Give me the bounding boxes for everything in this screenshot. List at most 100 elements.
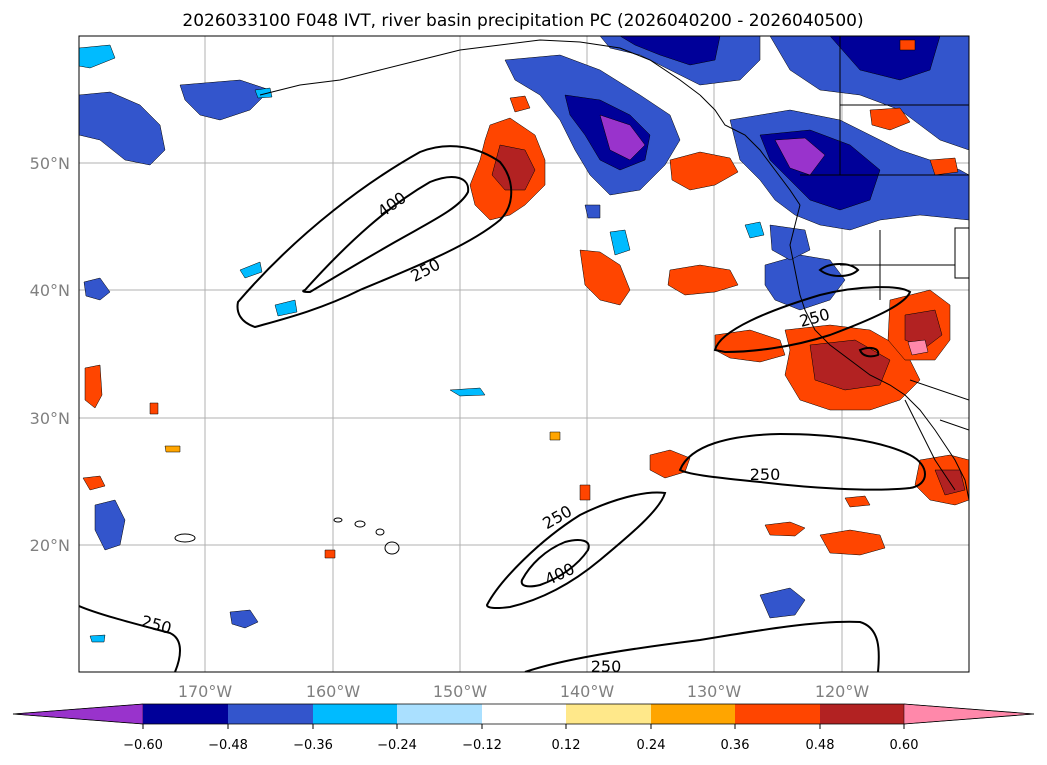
border-box-east [954, 227, 969, 279]
hawaiian-islands [174, 517, 400, 555]
neg-blob-small-3 [584, 204, 601, 219]
pos-blob-small-4 [579, 484, 591, 501]
pos-blob-small-2 [149, 402, 159, 415]
colorbar-tick-label: 0.36 [721, 738, 750, 753]
neg-blob-nw-top [79, 44, 116, 69]
lat-label: 30°N [30, 409, 70, 428]
lat-label: 20°N [30, 536, 70, 555]
ivt-contours [79, 145, 926, 672]
pos-blob-mid-pacific-2 [667, 264, 739, 296]
neg-blob-ca-north [764, 254, 846, 311]
coastline-baja [904, 399, 956, 491]
pos-blob-mexico-off-2 [764, 521, 806, 537]
pos-blob-ca-inland-core [904, 309, 943, 349]
lon-label: 140°W [560, 682, 615, 701]
pos-blob-small-5 [324, 549, 336, 559]
negative-pc-fields [79, 36, 969, 643]
contour-label: 250 [591, 657, 622, 676]
colorbar-bin [566, 704, 651, 724]
neg-blob-small-4 [239, 261, 263, 279]
neg-blob-central [769, 224, 811, 261]
colorbar-bin [820, 704, 904, 724]
lon-label: 150°W [433, 682, 488, 701]
neg-blob-gulf-alaska-peak [599, 114, 646, 161]
contour-250-bottom [524, 620, 880, 672]
pos-blob-small-6 [899, 39, 916, 51]
contour-small-ca-2 [858, 346, 880, 358]
pos-blob-ca-inland-peak [907, 339, 929, 356]
neg-blob-west-edge [79, 91, 166, 166]
border-states-5 [939, 419, 969, 431]
contour-250-sw-edge [79, 605, 181, 672]
map-frame [78, 35, 970, 673]
contour-250-nepac [236, 145, 513, 329]
colorbar-extend-max [903, 703, 1035, 725]
pos-blob-small-3 [549, 431, 561, 441]
positive-pc-fields [82, 39, 969, 559]
coastline-bc [699, 94, 801, 206]
lon-label: 120°W [815, 682, 870, 701]
colorbar-tick-label: 0.48 [806, 738, 835, 753]
pos-blob-west-25n [82, 475, 106, 491]
colorbar-bin [143, 704, 228, 724]
colorbar-tick-label: −0.48 [208, 738, 248, 753]
neg-blob-sw [229, 609, 259, 629]
lon-label: 160°W [306, 682, 361, 701]
neg-blob-small-1 [449, 387, 486, 397]
lat-label: 50°N [30, 154, 70, 173]
border-states-4 [909, 379, 969, 401]
neg-blob-hawaii-sw [94, 499, 126, 551]
contour-250-south [485, 491, 667, 610]
neg-blob-small-7 [274, 299, 298, 317]
neg-blob-pnw-peak [774, 137, 826, 176]
pos-blob-mexico-off [819, 529, 886, 556]
colorbar-tick-label: 0.12 [552, 738, 581, 753]
neg-blob-small-8 [89, 634, 106, 643]
lon-label: 170°W [178, 682, 233, 701]
pos-blob-small-1 [164, 445, 181, 453]
colorbar-tick-label: 0.60 [890, 738, 919, 753]
coastline-us-west [789, 204, 969, 501]
pos-blob-offshore-or [669, 151, 739, 191]
colorbar-tick-label: 0.24 [637, 738, 666, 753]
contour-250-ca [713, 286, 912, 354]
colorbar-extend-min [12, 703, 144, 725]
pos-blob-west-35n [84, 364, 103, 409]
contour-small-ca-1 [818, 263, 860, 277]
neg-blob-small-2 [609, 229, 631, 256]
pos-blob-south-small [844, 495, 871, 508]
colorbar-ticks [142, 724, 905, 729]
neg-blob-bc-coast-core [619, 36, 721, 66]
neg-blob-small-6 [254, 87, 273, 99]
colorbar-bin [228, 704, 313, 724]
colorbar: −0.60 −0.48 −0.36 −0.24 −0.12 0.12 0.24 … [12, 703, 1035, 753]
pos-blob-nw-small [509, 95, 531, 113]
neg-blob-south [759, 587, 806, 619]
coastlines [259, 36, 969, 501]
colorbar-bin [735, 704, 820, 724]
neg-blob-west-40n [83, 277, 111, 301]
pos-blob-ca-coast-core [809, 339, 891, 391]
lon-labels: 170°W 160°W 150°W 140°W 130°W 120°W [178, 682, 870, 701]
neg-blob-small-5 [744, 221, 765, 239]
lon-label: 130°W [687, 682, 742, 701]
pos-blob-east-edge [929, 157, 959, 176]
colorbar-tick-label: −0.60 [123, 738, 163, 753]
colorbar-bin [482, 704, 566, 724]
colorbar-tick-label: −0.24 [377, 738, 417, 753]
coastline-alaska [259, 39, 701, 96]
neg-blob-northwest [179, 79, 271, 121]
lat-labels: 50°N 40°N 30°N 20°N [30, 154, 70, 555]
lat-label: 40°N [30, 281, 70, 300]
pos-blob-mid-pacific [579, 249, 631, 306]
map-title: 2026033100 F048 IVT, river basin precipi… [182, 11, 863, 31]
colorbar-bin [651, 704, 735, 724]
contour-label: 250 [750, 465, 781, 484]
contour-250-subtropic [678, 432, 926, 491]
map-area: 400 250 250 250 250 400 250 250 [78, 35, 970, 676]
colorbar-tick-labels: −0.60 −0.48 −0.36 −0.24 −0.12 0.12 0.24 … [123, 738, 918, 753]
colorbar-bin [313, 704, 397, 724]
contour-400-nepac [302, 176, 470, 294]
colorbar-tick-label: −0.12 [462, 738, 502, 753]
